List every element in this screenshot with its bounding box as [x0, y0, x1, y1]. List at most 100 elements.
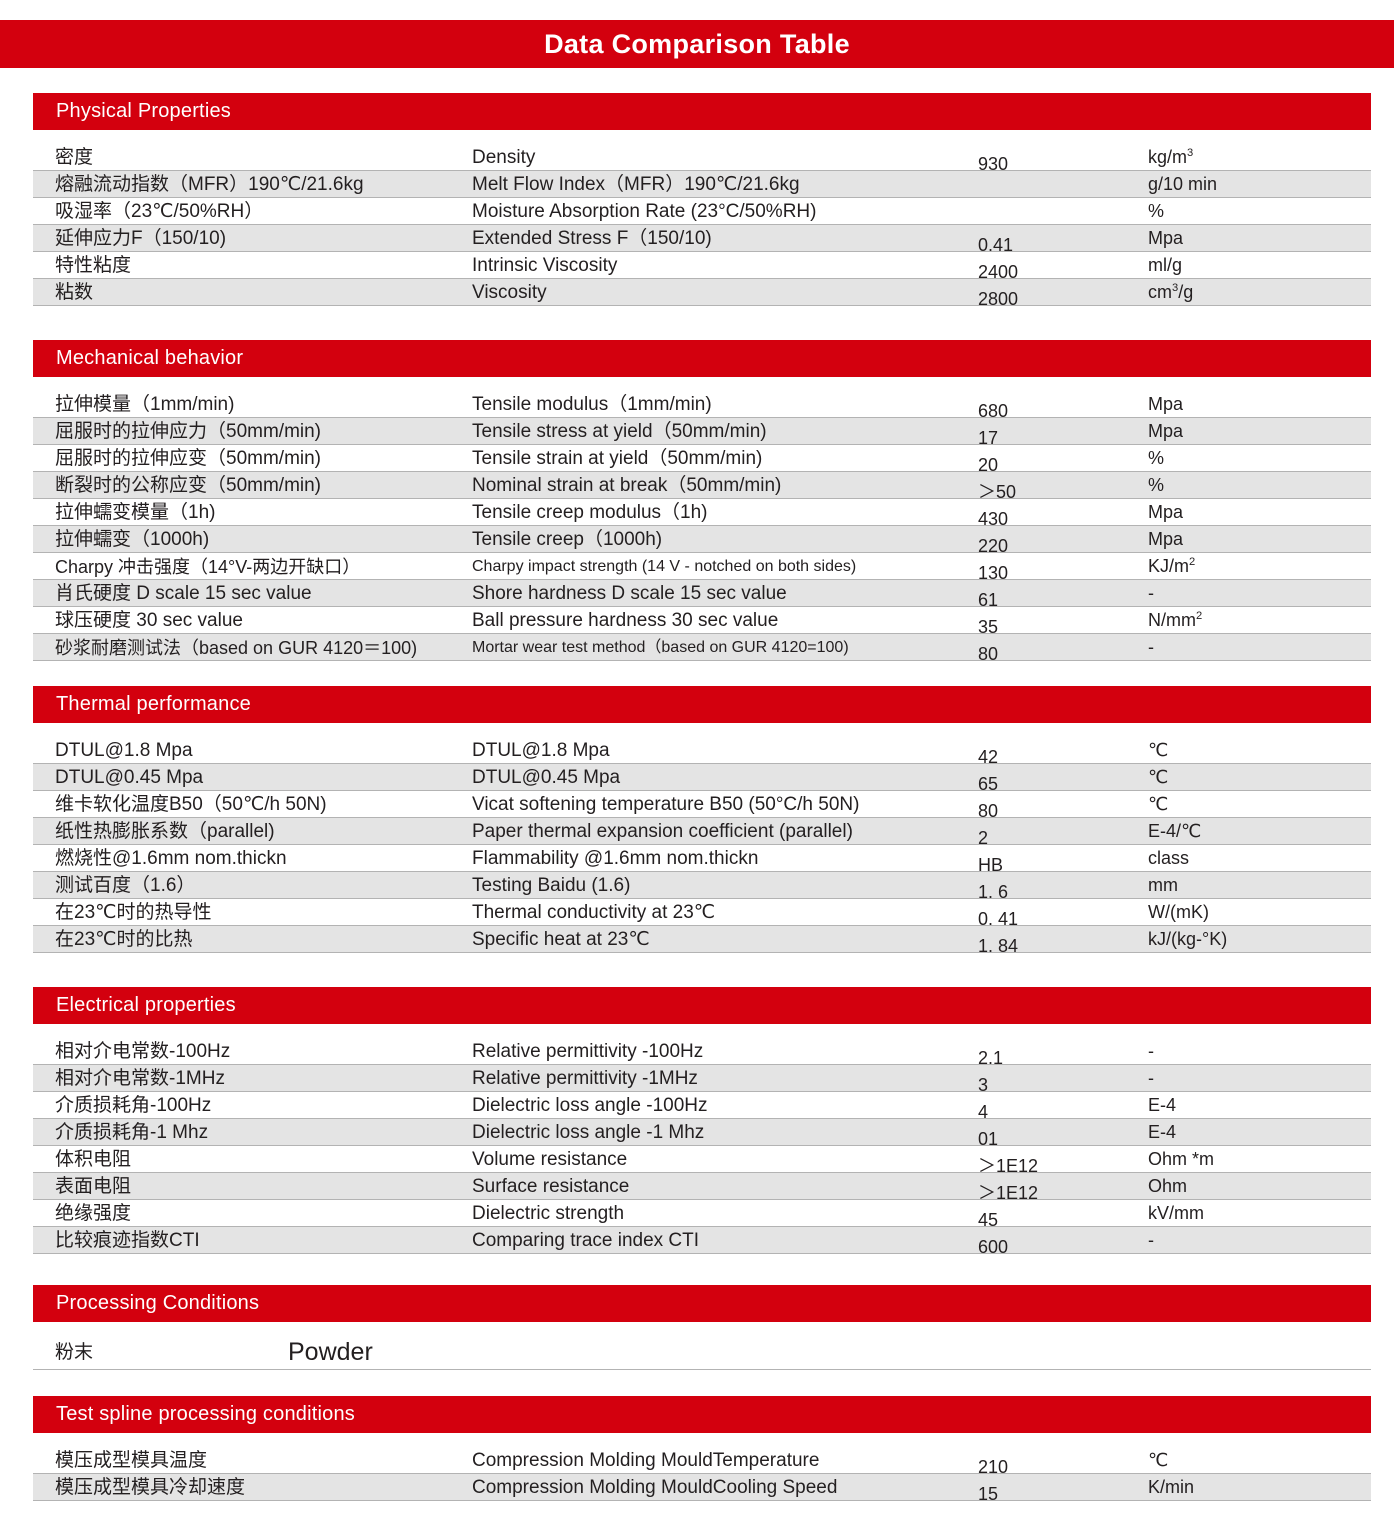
row-label-en: Density: [472, 147, 536, 168]
row-unit-base: Ohm *m: [1148, 1149, 1215, 1169]
section-physical-properties: Physical Properties 密度 Density 930 kg/m3 熔融流动…: [0, 93, 1394, 308]
section-header-thermal-performance: Thermal performance: [33, 686, 1371, 723]
row-label-en: Shore hardness D scale 15 sec value: [472, 583, 787, 604]
row-unit-base: E-4/℃: [1148, 821, 1202, 841]
row-label-en: Specific heat at 23℃: [472, 929, 650, 950]
row-unit: ℃: [1148, 768, 1168, 786]
table-row: 表面电阻 Surface resistance ＞1E12 Ohm: [33, 1173, 1371, 1202]
section-test-spline-processing-conditions: Test spline processing conditions 模压成型模具温…: [0, 1396, 1394, 1504]
row-label-en: Tensile strain at yield（50mm/min): [472, 448, 763, 469]
row-label-en: Flammability @1.6mm nom.thickn: [472, 848, 759, 869]
row-label-cn: 砂浆耐磨测试法（based on GUR 4120＝100): [55, 638, 418, 658]
row-unit-base: E-4: [1148, 1122, 1177, 1142]
row-label-cn: 延伸应力F（150/10): [55, 228, 227, 249]
table-row: 吸湿率（23℃/50%RH） Moisture Absorption Rate (…: [33, 198, 1371, 225]
row-unit-base: E-4: [1148, 1095, 1177, 1115]
row-value: ＞50: [978, 482, 1017, 502]
row-value: 430: [978, 509, 1009, 529]
table-row: 拉伸蠕变模量（1h) Tensile creep modulus（1h) 430 Mp…: [33, 499, 1371, 529]
section-rows: DTUL@1.8 Mpa DTUL@1.8 Mpa 42 ℃ DTUL@0.45 Mpa…: [33, 737, 1371, 955]
section-header-processing-conditions: Processing Conditions: [33, 1285, 1371, 1322]
row-label-cn: DTUL@1.8 Mpa: [55, 740, 193, 761]
section-title: Mechanical behavior: [56, 347, 244, 369]
row-unit-exponent: 3: [1172, 282, 1179, 294]
section-header-mechanical-behavior: Mechanical behavior: [33, 340, 1371, 377]
row-unit: class: [1148, 849, 1189, 867]
row-label-cn: 在23℃时的热导性: [55, 902, 212, 923]
row-label-en: Compression Molding MouldTemperature: [472, 1450, 820, 1471]
table-row: 球压硬度 30 sec value Ball pressure hardness …: [33, 607, 1371, 637]
table-row: DTUL@0.45 Mpa DTUL@0.45 Mpa 65 ℃: [33, 764, 1371, 793]
table-row: 延伸应力F（150/10) Extended Stress F（150/10) 0.…: [33, 225, 1371, 254]
section-electrical-properties: Electrical properties 相对介电常数-100Hz Relativ…: [0, 987, 1394, 1256]
row-unit-base: -: [1148, 583, 1154, 603]
row-value: 35: [978, 617, 999, 637]
row-unit: cm3/g: [1148, 282, 1193, 301]
row-unit: %: [1148, 202, 1164, 220]
table-row: 在23℃时的比热 Specific heat at 23℃ 1. 84 kJ/(kg-…: [33, 926, 1371, 955]
row-label-en: Ball pressure hardness 30 sec value: [472, 610, 779, 631]
row-label-cn: 拉伸蠕变模量（1h): [55, 502, 216, 523]
row-unit-base: kV/mm: [1148, 1203, 1204, 1223]
row-unit: -: [1148, 1042, 1154, 1060]
row-unit-base: K/min: [1148, 1477, 1195, 1497]
row-unit-base: kJ/(kg-°K): [1148, 929, 1228, 949]
row-unit: Mpa: [1148, 503, 1183, 521]
row-value: 61: [978, 590, 999, 610]
row-unit: Ohm *m: [1148, 1150, 1214, 1168]
table-row: 绝缘强度 Dielectric strength 45 kV/mm: [33, 1200, 1371, 1229]
row-unit: K/min: [1148, 1478, 1194, 1496]
table-row: 屈服时的拉伸应变（50mm/min) Tensile strain at yiel…: [33, 445, 1371, 475]
row-value: 1. 6: [978, 882, 1009, 902]
row-value: 80: [978, 801, 999, 821]
section-title: Processing Conditions: [56, 1292, 260, 1314]
row-label-en: Dielectric loss angle -1 Mhz: [472, 1122, 705, 1143]
table-row: 相对介电常数-100Hz Relative permittivity -100Hz…: [33, 1038, 1371, 1067]
table-row: DTUL@1.8 Mpa DTUL@1.8 Mpa 42 ℃: [33, 737, 1371, 766]
table-row: 模压成型模具冷却速度 Compression Molding MouldCooli…: [33, 1474, 1371, 1504]
row-unit-base: -: [1148, 1041, 1154, 1061]
table-row: 肖氏硬度 D scale 15 sec value Shore hardness …: [33, 580, 1371, 610]
row-unit: N/mm2: [1148, 610, 1202, 629]
row-label-cn: 相对介电常数-1MHz: [55, 1068, 225, 1089]
row-value: 20: [978, 455, 999, 475]
row-label-cn: 体积电阻: [55, 1149, 132, 1170]
row-unit: E-4/℃: [1148, 822, 1201, 840]
section-rows: 密度 Density 930 kg/m3 熔融流动指数（MFR）190℃/21.6kg M…: [33, 144, 1371, 308]
table-row: 屈服时的拉伸应力（50mm/min) Tensile stress at yiel…: [33, 418, 1371, 447]
row-unit: Mpa: [1148, 229, 1183, 247]
table-row: 特性粘度 Intrinsic Viscosity 2400 ml/g: [33, 252, 1371, 281]
row-value: 15: [978, 1484, 999, 1504]
page-title-bar: Data Comparison Table: [0, 20, 1394, 68]
row-unit-base: -: [1148, 637, 1154, 657]
row-unit: E-4: [1148, 1096, 1176, 1114]
row-unit: ℃: [1148, 1451, 1168, 1469]
row-label-cn: 绝缘强度: [55, 1203, 132, 1224]
row-unit: g/10 min: [1148, 175, 1217, 193]
row-label-en: Volume resistance: [472, 1149, 628, 1170]
row-label-en: Nominal strain at break（50mm/min): [472, 475, 782, 496]
row-label-en: Dielectric strength: [472, 1203, 625, 1224]
section-header-physical-properties: Physical Properties: [33, 93, 1371, 130]
row-unit-base: -: [1148, 1230, 1154, 1250]
row-label-en: DTUL@0.45 Mpa: [472, 767, 621, 788]
row-label-en: Vicat softening temperature B50 (50°C/h …: [472, 794, 860, 815]
table-row: 断裂时的公称应变（50mm/min) Nominal strain at brea…: [33, 472, 1371, 502]
row-unit-base: g/10 min: [1148, 174, 1218, 194]
row-unit-exponent: 2: [1189, 556, 1196, 568]
row-value: 3: [978, 1075, 989, 1095]
row-value: 01: [978, 1129, 999, 1149]
row-unit: -: [1148, 1069, 1154, 1087]
section-header-electrical-properties: Electrical properties: [33, 987, 1371, 1024]
row-value: ＞1E12: [978, 1156, 1039, 1176]
row-label-en: Testing Baidu (1.6): [472, 875, 631, 896]
row-label-cn: 拉伸蠕变（1000h): [55, 529, 210, 550]
row-label-cn: DTUL@0.45 Mpa: [55, 767, 204, 788]
row-value: 80: [978, 644, 999, 664]
row-label-cn: 维卡软化温度B50（50℃/h 50N): [55, 794, 327, 815]
row-label-en: Tensile modulus（1mm/min): [472, 394, 712, 415]
page-title: Data Comparison Table: [544, 28, 850, 59]
row-label-cn: 密度: [55, 147, 94, 168]
section-rows: 粉末 Powder: [33, 1336, 1371, 1370]
